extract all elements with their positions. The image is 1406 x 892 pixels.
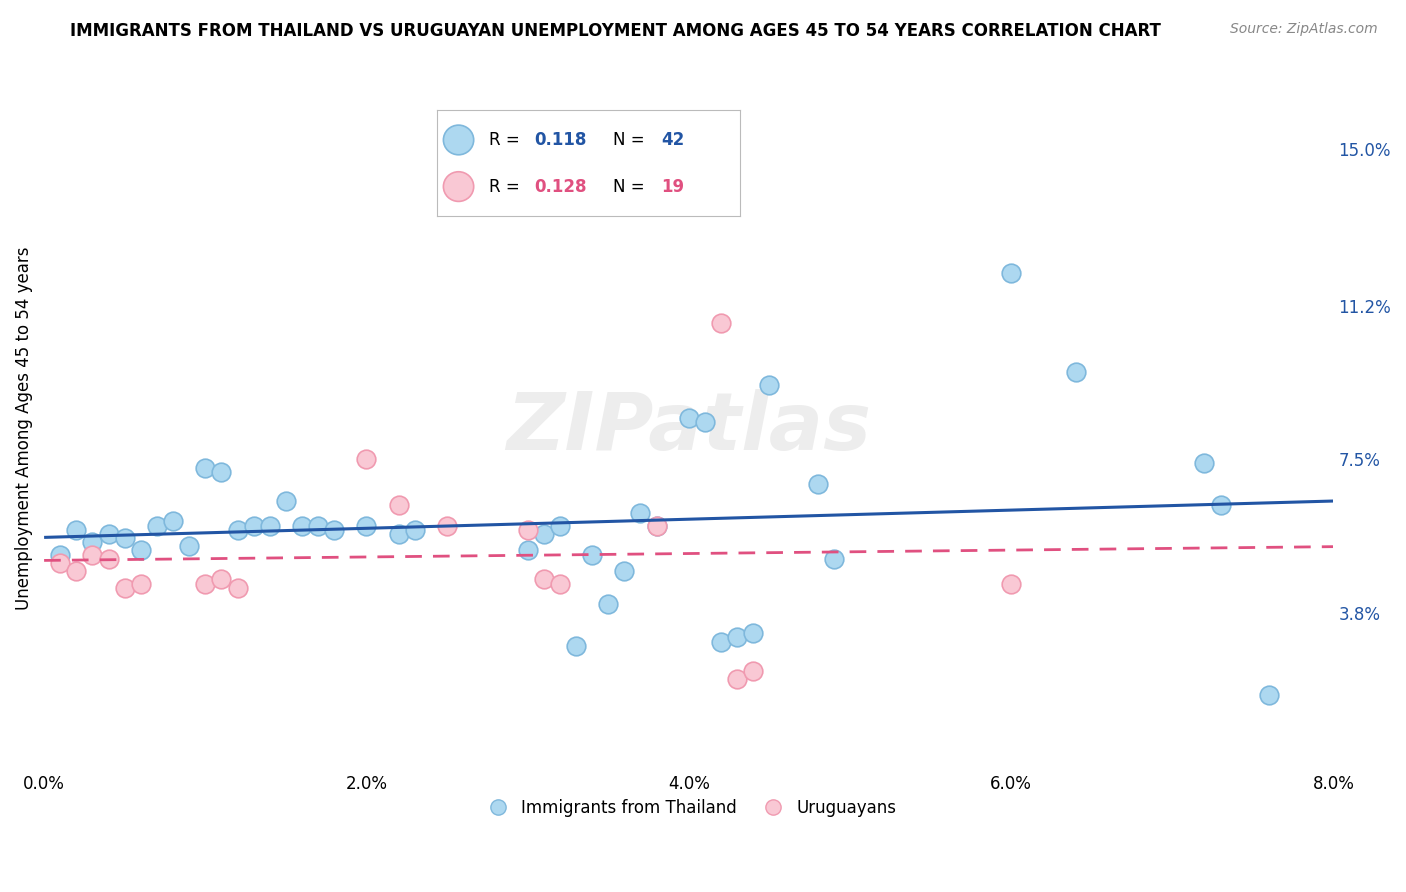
Point <box>97 526 120 541</box>
Y-axis label: Unemployment Among Ages 45 to 54 years: Unemployment Among Ages 45 to 54 years <box>15 246 32 610</box>
Point <box>114 581 136 595</box>
Point <box>307 518 329 533</box>
Legend: Immigrants from Thailand, Uruguayans: Immigrants from Thailand, Uruguayans <box>474 792 903 823</box>
Point <box>242 518 264 533</box>
Point <box>259 518 281 533</box>
Point <box>807 477 830 491</box>
Point <box>645 518 668 533</box>
Point <box>548 518 571 533</box>
Point <box>65 564 87 578</box>
Point <box>725 631 748 645</box>
Point <box>436 518 458 533</box>
Point <box>613 564 636 578</box>
Point <box>146 518 169 533</box>
Point <box>1258 689 1281 703</box>
Point <box>114 531 136 545</box>
Point <box>97 551 120 566</box>
Point <box>49 548 72 562</box>
Point <box>1194 457 1216 471</box>
Point <box>1064 365 1087 379</box>
Point <box>49 556 72 570</box>
Point <box>194 460 217 475</box>
Point <box>533 526 555 541</box>
Point <box>226 523 249 537</box>
Point <box>82 535 104 549</box>
Point <box>226 581 249 595</box>
Point <box>565 639 588 653</box>
Point <box>1000 576 1022 591</box>
Text: ZIPatlas: ZIPatlas <box>506 389 872 467</box>
Point <box>291 518 314 533</box>
Point <box>645 518 668 533</box>
Point <box>742 626 765 640</box>
Point <box>693 415 716 429</box>
Point <box>628 506 651 520</box>
Point <box>388 526 411 541</box>
Point <box>194 576 217 591</box>
Text: Source: ZipAtlas.com: Source: ZipAtlas.com <box>1230 22 1378 37</box>
Point <box>65 523 87 537</box>
Point <box>742 664 765 678</box>
Point <box>533 573 555 587</box>
Point <box>598 597 620 611</box>
Point <box>404 523 426 537</box>
Point <box>548 576 571 591</box>
Point <box>162 515 184 529</box>
Text: IMMIGRANTS FROM THAILAND VS URUGUAYAN UNEMPLOYMENT AMONG AGES 45 TO 54 YEARS COR: IMMIGRANTS FROM THAILAND VS URUGUAYAN UN… <box>70 22 1161 40</box>
Point <box>678 410 700 425</box>
Point <box>82 548 104 562</box>
Point <box>710 634 733 648</box>
Point <box>274 493 297 508</box>
Point <box>356 452 378 467</box>
Point <box>516 543 538 558</box>
Point <box>129 543 152 558</box>
Point <box>209 465 232 479</box>
Point <box>179 539 201 553</box>
Point <box>388 498 411 512</box>
Point <box>581 548 603 562</box>
Point <box>356 518 378 533</box>
Point <box>209 573 232 587</box>
Point <box>1209 498 1232 512</box>
Point <box>129 576 152 591</box>
Point <box>823 551 845 566</box>
Point <box>710 316 733 330</box>
Point <box>1000 266 1022 280</box>
Point <box>516 523 538 537</box>
Point <box>725 672 748 686</box>
Point <box>758 377 780 392</box>
Point <box>323 523 346 537</box>
